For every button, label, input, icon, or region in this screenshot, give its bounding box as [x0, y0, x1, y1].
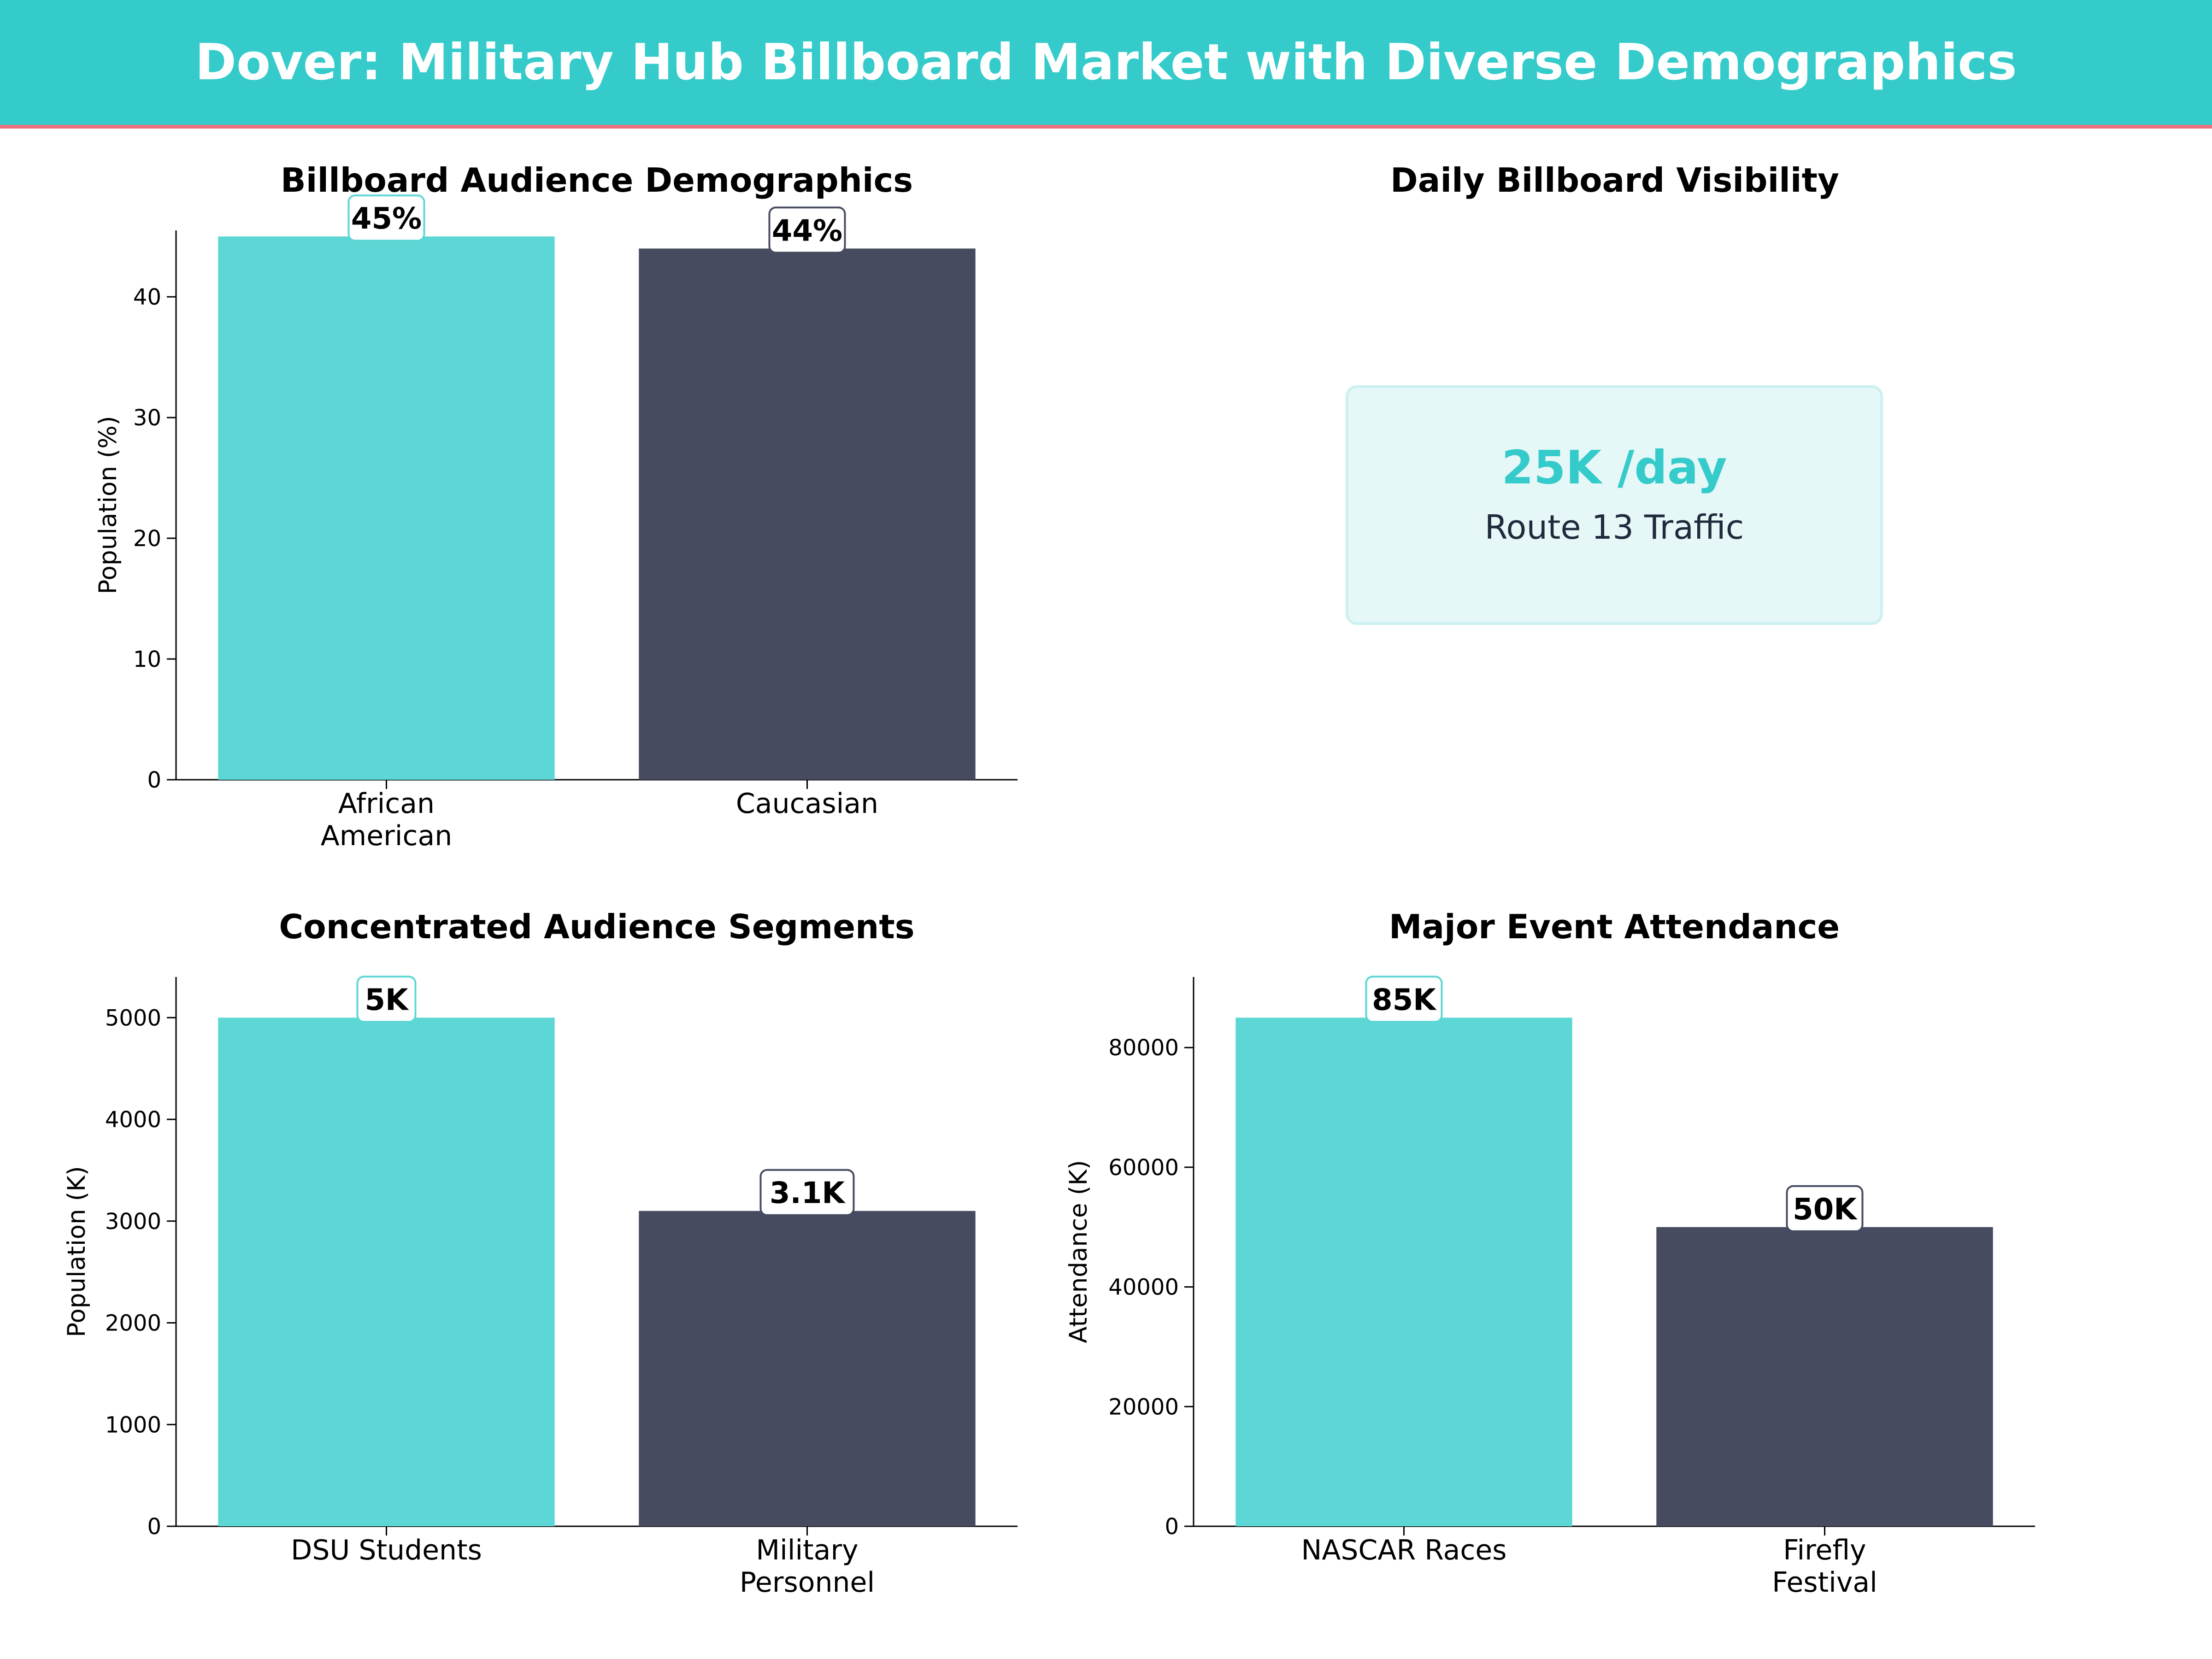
bar-1: [1656, 1227, 1993, 1526]
visibility-subtitle: Route 13 Traffic: [1484, 508, 1744, 547]
bar-0: [1235, 1018, 1572, 1526]
y-tick-label: 3000: [105, 1209, 161, 1235]
data-label: 3.1K: [770, 1177, 846, 1211]
y-tick-label: 30: [133, 405, 161, 431]
chart-title: Billboard Audience Demographics: [281, 161, 913, 200]
category-label: African American: [321, 788, 453, 852]
segments-chart: Concentrated Audience Segments Population…: [63, 907, 1018, 1599]
y-tick-label: 40000: [1108, 1275, 1179, 1300]
visibility-value: 25K /day: [1501, 441, 1727, 494]
data-label-box: [759, 1169, 855, 1216]
data-label: 85K: [1372, 983, 1437, 1017]
events-chart: Major Event Attendance Attendance (K) 0 200…: [1065, 907, 2035, 1599]
y-axis-label: Population (K): [63, 1166, 91, 1337]
data-label: 44%: [772, 214, 842, 248]
y-axis-label: Population (%): [94, 416, 122, 594]
data-label-box: [1365, 976, 1443, 1023]
y-tick-label: 80000: [1108, 1035, 1179, 1061]
bar-1: [639, 1211, 976, 1526]
bar-1: [639, 248, 976, 780]
visibility-title: Daily Billboard Visibility: [1390, 161, 1839, 200]
demographics-chart: Billboard Audience Demographics Populatio…: [94, 161, 1018, 852]
category-label: Military Personnel: [740, 1534, 875, 1599]
y-tick-label: 0: [147, 767, 161, 793]
data-label: 5K: [365, 983, 409, 1017]
y-tick-label: 4000: [105, 1107, 161, 1133]
header-banner: Dover: Military Hub Billboard Market wit…: [0, 0, 2212, 129]
y-axis-label: Attendance (K): [1065, 1160, 1093, 1343]
y-tick-label: 20000: [1108, 1394, 1179, 1420]
data-label-box: [768, 206, 846, 254]
y-tick-label: 20: [133, 526, 161, 552]
data-label-box: [356, 976, 417, 1023]
visibility-kpi-box: 25K /day Route 13 Traffic: [1346, 385, 1883, 625]
y-tick-label: 40: [133, 284, 161, 310]
category-label: Firefly Festival: [1772, 1534, 1877, 1599]
bar-0: [218, 236, 555, 780]
chart-title: Major Event Attendance: [1389, 907, 1840, 946]
data-label: 50K: [1793, 1193, 1858, 1227]
category-label: DSU Students: [291, 1534, 482, 1566]
category-label: NASCAR Races: [1301, 1534, 1506, 1566]
y-tick-label: 60000: [1108, 1155, 1179, 1181]
page-title: Dover: Military Hub Billboard Market wit…: [195, 34, 2017, 91]
data-label-box: [347, 194, 425, 242]
y-tick-label: 2000: [105, 1311, 161, 1336]
y-tick-label: 0: [147, 1514, 161, 1540]
chart-title: Concentrated Audience Segments: [279, 907, 914, 946]
data-label-box: [1786, 1185, 1864, 1232]
y-tick-label: 10: [133, 647, 161, 672]
category-label: Caucasian: [736, 788, 878, 820]
y-tick-label: 0: [1165, 1514, 1179, 1540]
y-tick-label: 5000: [105, 1005, 161, 1031]
bar-0: [218, 1018, 555, 1526]
y-tick-label: 1000: [105, 1412, 161, 1438]
data-label: 45%: [351, 202, 422, 236]
